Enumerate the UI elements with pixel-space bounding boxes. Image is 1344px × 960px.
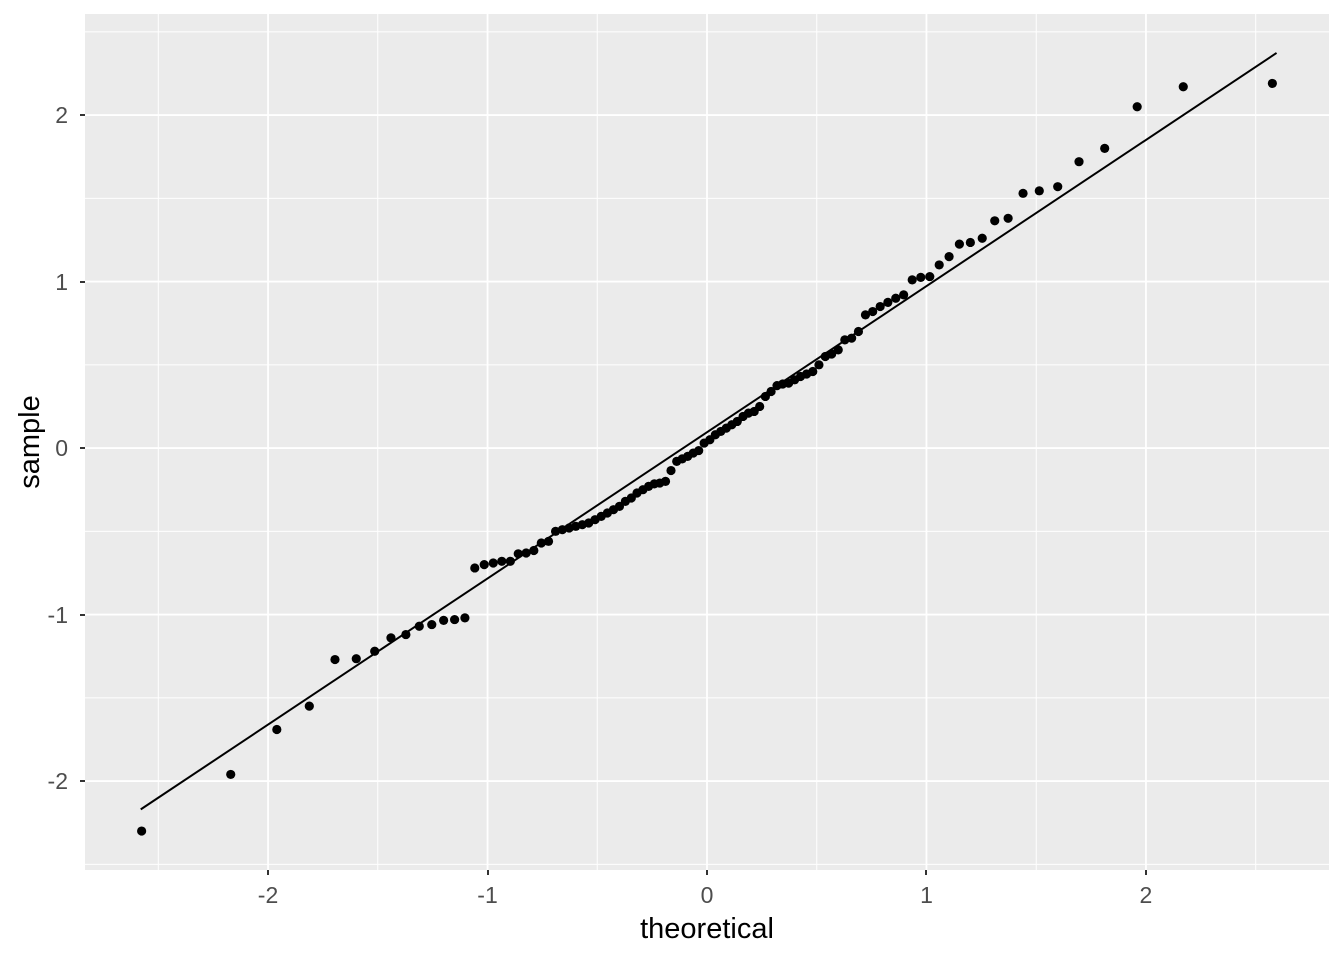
x-tick-mark	[925, 870, 928, 875]
y-tick-label: -2	[47, 768, 68, 795]
data-point	[899, 290, 909, 300]
data-point	[891, 293, 901, 303]
y-tick-mark	[80, 280, 85, 283]
x-tick-label: 2	[1139, 882, 1153, 908]
data-point	[925, 271, 935, 282]
data-point	[401, 629, 411, 640]
data-point	[1034, 186, 1044, 196]
y-tick-label: 1	[55, 268, 68, 295]
data-point	[370, 646, 380, 656]
data-point	[977, 233, 987, 243]
data-point	[488, 558, 498, 568]
data-point	[513, 549, 523, 559]
y-tick-mark	[80, 613, 85, 616]
data-point	[470, 563, 480, 573]
data-point	[226, 769, 236, 780]
x-tick-label: 0	[700, 882, 714, 908]
data-point	[427, 619, 437, 630]
data-point	[272, 724, 282, 735]
data-point	[755, 401, 765, 412]
data-point	[1053, 182, 1063, 192]
x-tick-label: -1	[477, 882, 498, 908]
y-tick-mark	[80, 447, 85, 450]
data-point	[814, 360, 824, 370]
data-point	[808, 366, 818, 377]
data-point	[944, 251, 954, 262]
data-point	[990, 216, 1000, 226]
data-point	[847, 333, 857, 343]
data-point	[1267, 78, 1277, 89]
data-point	[543, 536, 554, 546]
data-point	[137, 826, 147, 836]
data-point	[868, 306, 878, 317]
y-tick-mark	[80, 114, 85, 117]
y-tick-label: 0	[55, 435, 68, 462]
data-point	[304, 701, 314, 711]
data-point	[536, 538, 546, 548]
data-point	[1100, 143, 1110, 153]
data-point	[827, 349, 837, 359]
data-point	[875, 301, 885, 312]
data-point	[521, 548, 531, 558]
data-point	[330, 654, 340, 665]
data-point	[860, 310, 871, 320]
y-tick-label: 2	[55, 102, 68, 129]
data-point	[351, 654, 361, 664]
data-point	[479, 560, 489, 570]
data-point	[934, 260, 944, 270]
data-point	[666, 465, 676, 476]
x-tick-mark	[706, 870, 708, 875]
data-point	[505, 556, 515, 566]
data-point	[965, 237, 975, 248]
data-point	[497, 556, 507, 566]
data-point	[414, 621, 424, 631]
data-point	[1003, 213, 1013, 223]
qq-scatter-svg	[85, 14, 1329, 870]
data-point	[1178, 82, 1188, 92]
data-point	[460, 613, 470, 623]
x-tick-mark	[267, 870, 270, 875]
qq-reference-line	[140, 52, 1278, 811]
y-axis-title: sample	[14, 395, 46, 489]
data-point	[694, 445, 704, 456]
data-point	[386, 633, 396, 643]
data-point	[450, 614, 460, 625]
data-point	[766, 386, 776, 397]
data-point	[916, 272, 926, 283]
x-axis-title: theoretical	[640, 913, 774, 945]
data-point	[954, 239, 964, 249]
data-point	[833, 345, 843, 355]
data-point	[907, 275, 917, 285]
x-tick-label: -2	[257, 882, 279, 908]
data-point	[439, 615, 449, 626]
x-tick-mark	[486, 870, 489, 875]
data-point	[883, 297, 893, 307]
data-point	[1132, 102, 1142, 112]
data-point	[660, 476, 671, 486]
x-tick-mark	[1144, 870, 1147, 875]
data-point	[529, 545, 539, 556]
plot-panel	[85, 14, 1329, 870]
data-point	[1074, 157, 1084, 167]
x-tick-label: 1	[920, 882, 933, 908]
y-tick-mark	[80, 780, 85, 783]
y-tick-label: -1	[47, 601, 68, 628]
data-point	[1018, 188, 1028, 198]
data-point	[853, 326, 864, 337]
